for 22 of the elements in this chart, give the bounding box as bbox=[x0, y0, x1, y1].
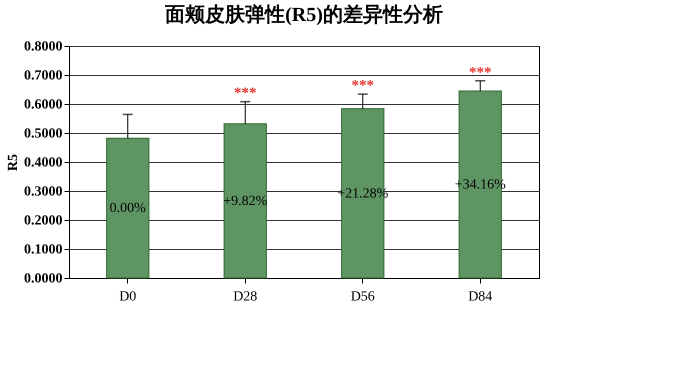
annotation: 0.00% bbox=[110, 201, 146, 216]
y-tick-label: 0.8000 bbox=[24, 40, 62, 54]
y-axis-title: R5 bbox=[6, 154, 21, 172]
bar bbox=[224, 123, 267, 278]
y-tick-label: 0.7000 bbox=[24, 68, 62, 84]
y-tick-label: 0.4000 bbox=[24, 156, 62, 170]
y-tick-label: 0.3000 bbox=[24, 184, 62, 200]
y-tick-label: 0.2000 bbox=[24, 214, 62, 228]
annotation: +9.82% bbox=[223, 194, 268, 209]
y-tick-label: 0.1000 bbox=[24, 242, 62, 258]
y-tick-label: 0.5000 bbox=[24, 126, 62, 142]
annotation: *** bbox=[234, 86, 256, 102]
chart-title: 面颊皮肤弹性(R5)的差异性分析 bbox=[164, 3, 443, 26]
y-tick-label: 0.0000 bbox=[24, 272, 62, 286]
x-tick-label: D84 bbox=[468, 290, 492, 304]
x-tick-label: D0 bbox=[119, 290, 136, 304]
annotation: *** bbox=[352, 78, 374, 94]
x-tick-label: D28 bbox=[233, 290, 258, 304]
bar bbox=[106, 138, 150, 278]
annotation: *** bbox=[469, 64, 492, 81]
y-tick-label: 0.6000 bbox=[24, 98, 62, 112]
x-tick-label: D56 bbox=[350, 290, 375, 304]
